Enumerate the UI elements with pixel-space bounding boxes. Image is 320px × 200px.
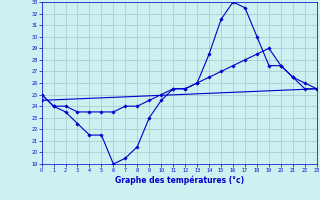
X-axis label: Graphe des températures (°c): Graphe des températures (°c) xyxy=(115,176,244,185)
